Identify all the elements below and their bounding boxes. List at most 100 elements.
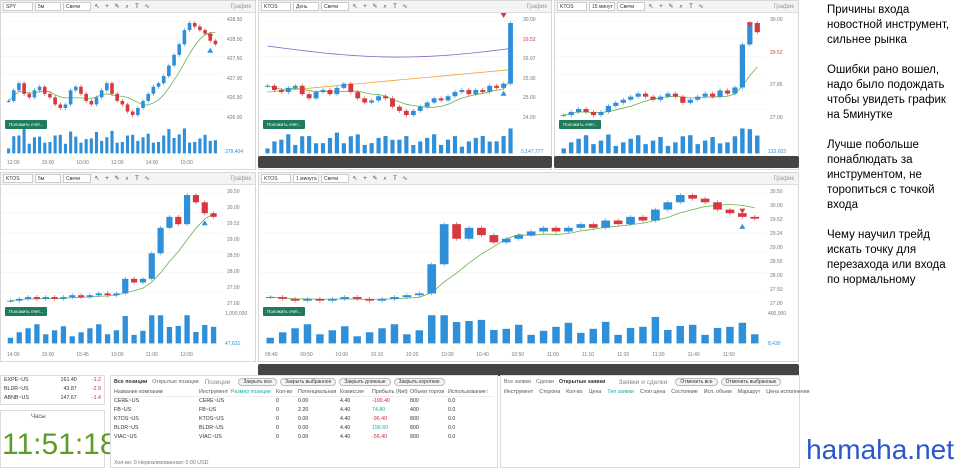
orders-tab[interactable]: Сделки bbox=[535, 378, 554, 385]
ticker-field[interactable]: SPY bbox=[3, 2, 33, 11]
cancel-orders-button[interactable]: Отменить все bbox=[675, 377, 718, 386]
position-row[interactable]: VIAC~US VIAC~US 0 0.00 4.40 -56.40 800 0.0 bbox=[114, 433, 494, 442]
column-header[interactable]: Стоп цена bbox=[640, 389, 666, 395]
column-header[interactable]: Кол-во bbox=[276, 389, 293, 395]
volume-label: 133,603 bbox=[768, 149, 787, 155]
position-row[interactable]: FB~US FB~US 0 2.20 4.40 74.80 400 0.0 bbox=[114, 406, 494, 415]
close-positions-button[interactable]: Закрыть длинные bbox=[339, 377, 391, 386]
cursor-icon[interactable]: ↖ bbox=[648, 3, 654, 10]
interval-select[interactable]: 5м bbox=[35, 2, 61, 11]
column-header[interactable]: Размер позиции bbox=[231, 389, 271, 395]
interval-select[interactable]: День bbox=[293, 2, 319, 11]
text-icon[interactable]: T bbox=[393, 3, 397, 10]
pencil-icon[interactable]: ✎ bbox=[114, 3, 120, 10]
column-header[interactable]: Маршрут bbox=[737, 389, 761, 395]
place-order-button[interactable]: Положить счёт... bbox=[5, 120, 48, 130]
volume-bar bbox=[501, 136, 506, 154]
ticker-field[interactable]: KTOS bbox=[557, 2, 587, 11]
zoom-icon[interactable]: ⌕ bbox=[383, 175, 387, 182]
crosshair-icon[interactable]: + bbox=[363, 175, 367, 182]
column-header[interactable]: Название компании bbox=[114, 389, 163, 395]
column-header[interactable]: Использование ПС bbox=[448, 389, 488, 395]
chart-plot[interactable]: 30.0029.5226.9725.9025.0024.005,147,7770… bbox=[259, 13, 551, 169]
crosshair-icon[interactable]: + bbox=[105, 3, 109, 10]
close-positions-button[interactable]: Закрыть все bbox=[238, 377, 277, 386]
chart-scrollbar[interactable] bbox=[554, 156, 799, 168]
pencil-icon[interactable]: ✎ bbox=[668, 3, 674, 10]
chart-type-select[interactable]: Свечи bbox=[321, 2, 349, 11]
zoom-icon[interactable]: ⌕ bbox=[679, 3, 683, 10]
column-header[interactable]: Сторона bbox=[539, 389, 561, 395]
column-header[interactable]: Прибыль (Net) bbox=[372, 389, 408, 395]
zoom-icon[interactable]: ⌕ bbox=[125, 175, 129, 182]
chart-plot[interactable]: 428.50 428.00 427.50 427.00 426.50 426.00 378,… bbox=[1, 13, 255, 169]
pencil-icon[interactable]: ✎ bbox=[372, 3, 378, 10]
place-order-button[interactable]: Положить счёт... bbox=[559, 120, 602, 130]
column-header[interactable]: Кол-во bbox=[566, 389, 583, 395]
volume-bar bbox=[58, 134, 62, 154]
chart-plot[interactable]: 30.50 30.00 29.52 29.00 28.50 28.00 27.50 27.00… bbox=[1, 185, 255, 361]
close-positions-button[interactable]: Закрыть выбранное bbox=[279, 377, 337, 386]
crosshair-icon[interactable]: + bbox=[363, 3, 367, 10]
indicator-icon[interactable]: ∿ bbox=[698, 3, 704, 10]
watchlist-row[interactable]: BLDR~US 43.87 -2.9 bbox=[1, 385, 104, 394]
text-icon[interactable]: T bbox=[135, 3, 139, 10]
crosshair-icon[interactable]: + bbox=[105, 175, 109, 182]
indicator-icon[interactable]: ∿ bbox=[144, 3, 150, 10]
watchlist-row[interactable]: EXPE~US 161.40 -1.2 bbox=[1, 376, 104, 385]
chart-plot[interactable]: 30.50 30.00 29.52 29.24 29.00 28.50 28.00 27.50… bbox=[259, 185, 798, 361]
indicator-icon[interactable]: ∿ bbox=[402, 175, 408, 182]
column-header[interactable]: Цена исполнения bbox=[766, 389, 810, 395]
cursor-icon[interactable]: ↖ bbox=[352, 175, 358, 182]
place-order-button[interactable]: Положить счёт... bbox=[5, 307, 48, 317]
crosshair-icon[interactable]: + bbox=[659, 3, 663, 10]
chart-scrollbar[interactable] bbox=[258, 156, 552, 168]
text-icon[interactable]: T bbox=[689, 3, 693, 10]
pencil-icon[interactable]: ✎ bbox=[114, 175, 120, 182]
orders-tab[interactable]: Все заявки bbox=[504, 378, 531, 385]
column-header[interactable]: Комиссия bbox=[340, 389, 364, 395]
ticker-field[interactable]: KTOS bbox=[261, 174, 291, 183]
column-header[interactable]: Исп. объем bbox=[703, 389, 732, 395]
cursor-icon[interactable]: ↖ bbox=[352, 3, 358, 10]
cancel-orders-button[interactable]: Отменить выбранные bbox=[720, 377, 782, 386]
indicator-icon[interactable]: ∿ bbox=[144, 175, 150, 182]
place-order-button[interactable]: Положить счёт... bbox=[263, 307, 306, 317]
column-header[interactable]: Тип заявки bbox=[607, 389, 635, 395]
chart-scrollbar[interactable] bbox=[258, 364, 799, 376]
column-header[interactable]: Состояние bbox=[671, 389, 698, 395]
interval-select[interactable]: 15 минут bbox=[589, 2, 615, 11]
column-header[interactable]: Инструмент bbox=[504, 389, 534, 395]
tab-all-positions[interactable]: Все позиции bbox=[114, 378, 148, 385]
zoom-icon[interactable]: ⌕ bbox=[383, 3, 387, 10]
text-icon[interactable]: T bbox=[135, 175, 139, 182]
column-header[interactable]: Объем торгов bbox=[410, 389, 445, 395]
tab-open-positions[interactable]: Открытые позиции bbox=[152, 378, 199, 385]
cursor-icon[interactable]: ↖ bbox=[94, 3, 100, 10]
interval-select[interactable]: 5м bbox=[35, 174, 61, 183]
ticker-field[interactable]: KTOS bbox=[261, 2, 291, 11]
cursor-icon[interactable]: ↖ bbox=[94, 175, 100, 182]
column-header[interactable]: Цена bbox=[588, 389, 602, 395]
candle bbox=[22, 83, 26, 94]
zoom-icon[interactable]: ⌕ bbox=[125, 3, 129, 10]
ticker-field[interactable]: KTOS bbox=[3, 174, 33, 183]
interval-select[interactable]: 1 минута bbox=[293, 174, 319, 183]
column-header[interactable]: Инструмент bbox=[199, 389, 229, 395]
chart-type-select[interactable]: Свечи bbox=[63, 174, 91, 183]
chart-type-select[interactable]: Свечи bbox=[63, 2, 91, 11]
close-positions-button[interactable]: Закрыть короткие bbox=[393, 377, 445, 386]
chart-type-select[interactable]: Свечи bbox=[617, 2, 645, 11]
position-row[interactable]: CERE~US CERE~US 0 0.00 4.40 -100.40 800 0.0 bbox=[114, 397, 494, 406]
pencil-icon[interactable]: ✎ bbox=[372, 175, 378, 182]
position-row[interactable]: BLDR~US BLDR~US 0 0.00 4.40 156.60 800 0.0 bbox=[114, 424, 494, 433]
chart-type-select[interactable]: Свечи bbox=[321, 174, 349, 183]
watchlist-row[interactable]: ABNB~US 147.67 -1.4 bbox=[1, 394, 104, 403]
chart-plot[interactable]: 30.0029.5227.8627.00133,60312:0015:0010:… bbox=[555, 13, 798, 169]
position-row[interactable]: KTOS~US KTOS~US 0 0.00 4.40 -96.40 800 0.0 bbox=[114, 415, 494, 424]
place-order-button[interactable]: Положить счёт... bbox=[263, 120, 306, 130]
text-icon[interactable]: T bbox=[393, 175, 397, 182]
column-header[interactable]: Потенциальная bbox=[298, 389, 337, 395]
orders-tab[interactable]: Открытые заявки bbox=[559, 378, 606, 385]
indicator-icon[interactable]: ∿ bbox=[402, 3, 408, 10]
